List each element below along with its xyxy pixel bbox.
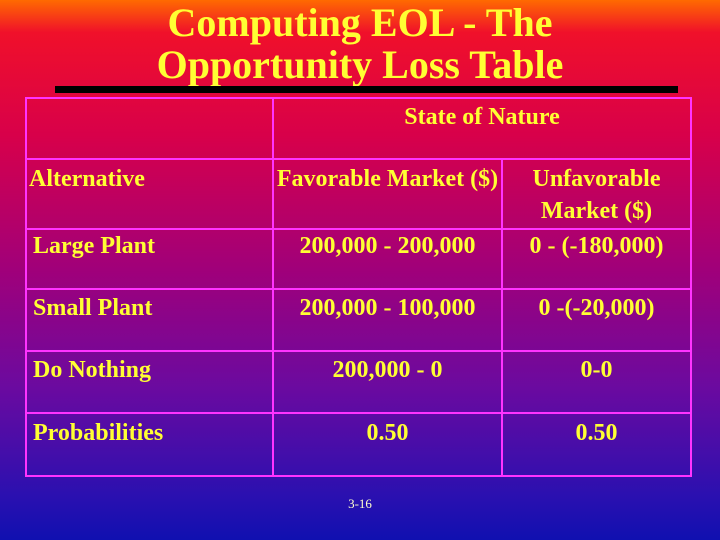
row-alt-probabilities: Probabilities	[25, 412, 274, 477]
title-line-2: Opportunity Loss Table	[156, 42, 564, 87]
title-line-1: Computing EOL - The	[167, 0, 553, 45]
row-alt-large-plant: Large Plant	[25, 228, 274, 290]
row-fav-probabilities: 0.50	[272, 412, 503, 477]
empty-corner-cell	[25, 97, 274, 160]
row-fav-small-plant: 200,000 - 100,000	[272, 288, 503, 352]
row-fav-large-plant: 200,000 - 200,000	[272, 228, 503, 290]
state-of-nature-header: State of Nature	[272, 97, 692, 160]
row-alt-small-plant: Small Plant	[25, 288, 274, 352]
alternative-header: Alternative	[25, 158, 274, 230]
slide-title: Computing EOL - The Opportunity Loss Tabl…	[0, 2, 720, 86]
row-fav-do-nothing: 200,000 - 0	[272, 350, 503, 414]
row-unfav-small-plant: 0 -(-20,000)	[501, 288, 692, 352]
row-unfav-large-plant: 0 - (-180,000)	[501, 228, 692, 290]
slide-number: 3-16	[348, 496, 372, 511]
unfavorable-market-header: Unfavorable Market ($)	[501, 158, 692, 230]
row-unfav-probabilities: 0.50	[501, 412, 692, 477]
row-alt-do-nothing: Do Nothing	[25, 350, 274, 414]
title-underline	[55, 86, 678, 93]
favorable-market-header: Favorable Market ($)	[272, 158, 503, 230]
row-unfav-do-nothing: 0-0	[501, 350, 692, 414]
